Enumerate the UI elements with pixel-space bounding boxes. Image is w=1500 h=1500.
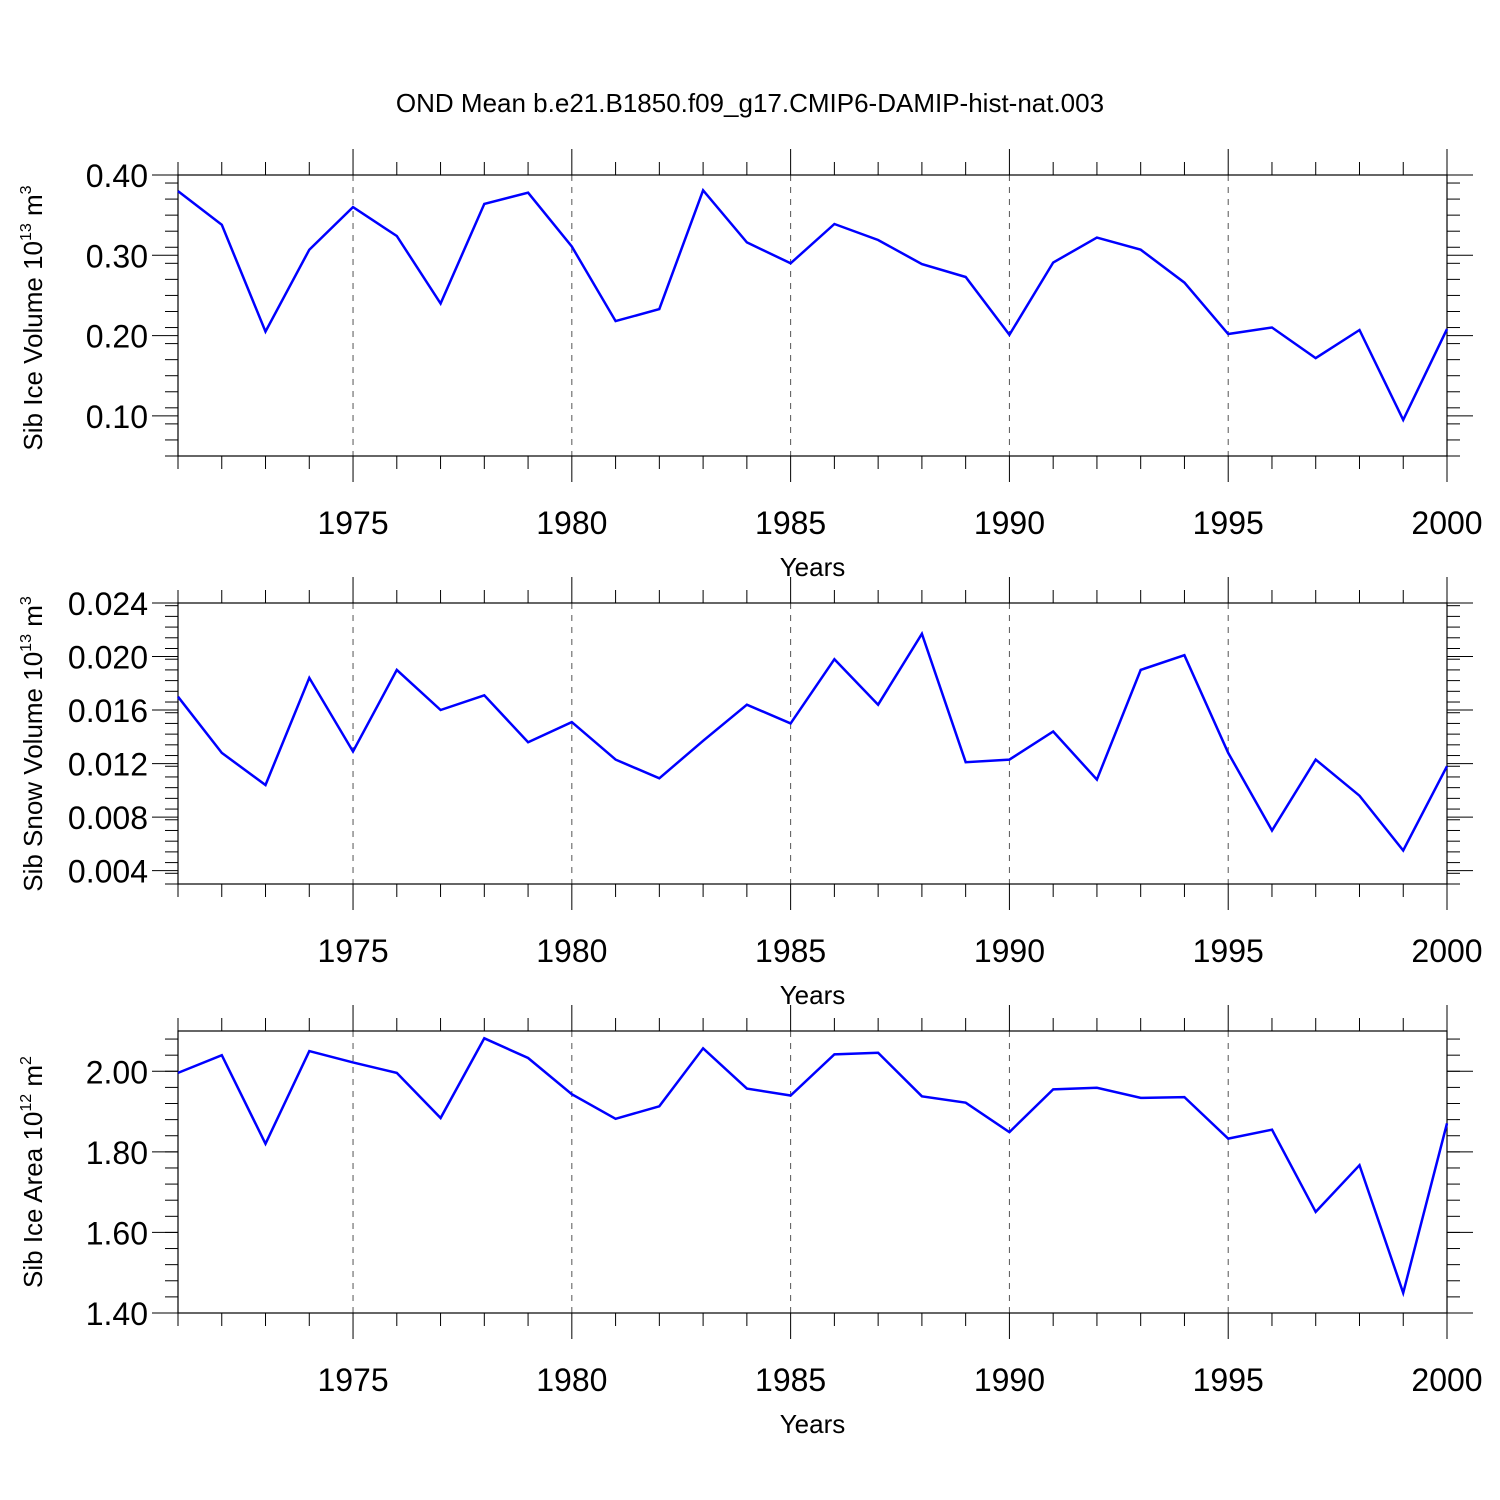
series-line xyxy=(177,630,1449,853)
plot-frame xyxy=(177,1030,1448,1314)
plot-frame xyxy=(177,602,1448,885)
y-tick-label: 0.008 xyxy=(68,800,148,836)
y-tick-label: 0.40 xyxy=(86,158,148,194)
series-line xyxy=(177,1036,1449,1298)
x-tick-label: 1995 xyxy=(1193,505,1264,541)
x-axis-label: Years xyxy=(780,552,846,582)
y-tick-label: 0.30 xyxy=(86,238,148,274)
y-axis-label: Sib Ice Volume 1013 m3 xyxy=(18,185,48,450)
x-tick-label: 1995 xyxy=(1193,933,1264,969)
y-tick-label: 1.40 xyxy=(86,1296,148,1332)
panel-ice-area: 1.40 1.60 1.80 2.00 1975 1980 1985 1990 1995 2000… xyxy=(18,1005,1483,1439)
x-tick-label: 2000 xyxy=(1411,505,1482,541)
x-tick-label: 1975 xyxy=(317,1362,388,1398)
plot-frame xyxy=(177,174,1448,457)
x-tick-label: 1985 xyxy=(755,1362,826,1398)
x-tick-label: 1995 xyxy=(1193,1362,1264,1398)
series-line xyxy=(177,187,1449,423)
panel-snow-volume: 0.004 0.008 0.012 0.016 0.020 0.024 1975 1980 19… xyxy=(18,577,1483,1010)
x-tick-label: 2000 xyxy=(1411,1362,1482,1398)
figure-title: OND Mean b.e21.B1850.f09_g17.CMIP6-DAMIP… xyxy=(396,88,1104,118)
x-axis-label: Years xyxy=(780,980,846,1010)
y-tick-label: 0.016 xyxy=(68,693,148,729)
x-tick-label: 1980 xyxy=(536,933,607,969)
x-tick-label: 1975 xyxy=(317,505,388,541)
x-tick-label: 2000 xyxy=(1411,933,1482,969)
x-tick-label: 1990 xyxy=(974,505,1045,541)
x-tick-label: 1990 xyxy=(974,1362,1045,1398)
panel-ice-volume: 0.10 0.20 0.30 0.40 1975 1980 1985 1990 1995 2000… xyxy=(18,149,1483,582)
x-tick-label: 1980 xyxy=(536,1362,607,1398)
x-tick-label: 1980 xyxy=(536,505,607,541)
x-tick-label: 1975 xyxy=(317,933,388,969)
y-tick-label: 1.80 xyxy=(86,1135,148,1171)
y-tick-label: 0.024 xyxy=(68,586,148,622)
x-tick-label: 1985 xyxy=(755,933,826,969)
x-axis-label: Years xyxy=(780,1409,846,1439)
y-tick-label: 0.10 xyxy=(86,399,148,435)
y-tick-label: 0.004 xyxy=(68,854,148,890)
x-tick-label: 1990 xyxy=(974,933,1045,969)
y-axis-label: Sib Snow Volume 1013 m3 xyxy=(18,596,48,892)
y-tick-label: 0.020 xyxy=(68,640,148,676)
x-tick-label: 1985 xyxy=(755,505,826,541)
y-tick-label: 0.20 xyxy=(86,319,148,355)
y-tick-label: 2.00 xyxy=(86,1054,148,1090)
y-tick-label: 0.012 xyxy=(68,747,148,783)
y-axis-label: Sib Ice Area 1012 m2 xyxy=(18,1056,48,1288)
y-tick-label: 1.60 xyxy=(86,1215,148,1251)
